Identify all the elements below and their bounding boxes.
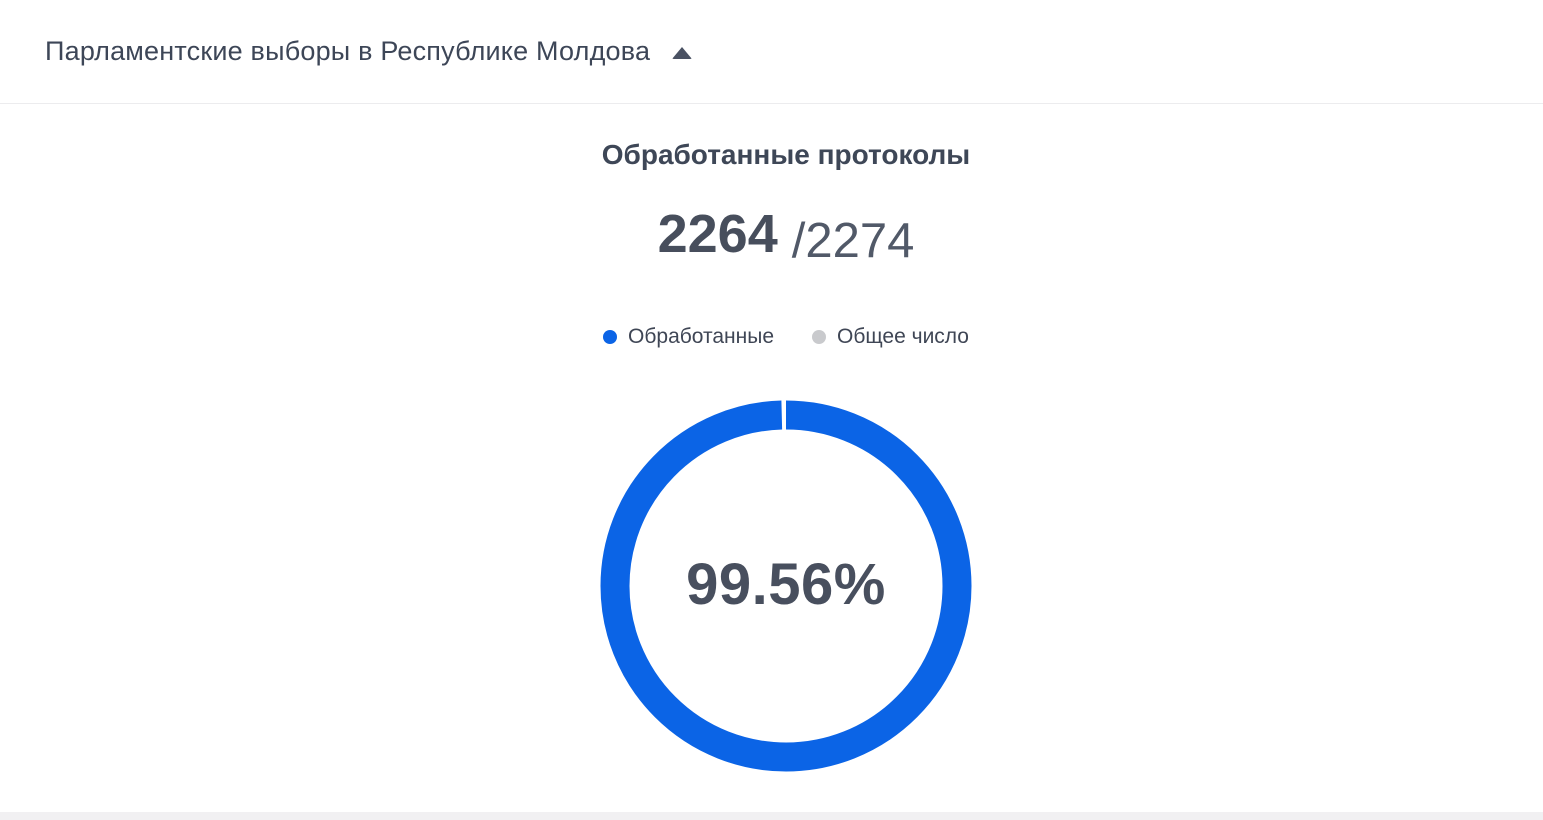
- donut-percent-label: 99.56%: [686, 552, 886, 618]
- bottom-section-strip: [0, 812, 1543, 820]
- section-header[interactable]: Парламентские выборы в Республике Молдов…: [0, 0, 1543, 104]
- processed-count: 2264: [657, 204, 778, 264]
- protocols-panel: Обработанные протоколы 2264/2274 Обработ…: [0, 138, 1543, 776]
- legend-label-total: Общее число: [837, 325, 969, 348]
- donut-svg: [600, 400, 972, 772]
- collapse-triangle-up-icon[interactable]: [672, 46, 693, 59]
- donut-chart: 99.56%: [596, 396, 976, 776]
- legend-dot-processed-icon: [603, 330, 618, 344]
- legend-item-processed[interactable]: Обработанные: [603, 324, 774, 350]
- total-count: /2274: [791, 214, 915, 268]
- protocol-counts: 2264/2274: [29, 204, 1543, 278]
- section-title: Парламентские выборы в Республике Молдов…: [45, 36, 651, 66]
- legend-item-total[interactable]: Общее число: [812, 324, 969, 350]
- chart-legend: Обработанные Общее число: [29, 324, 1543, 350]
- donut-progress-ring: [600, 400, 972, 772]
- panel-title: Обработанные протоколы: [601, 139, 971, 170]
- legend-label-processed: Обработанные: [628, 325, 775, 348]
- legend-dot-total-icon: [812, 330, 827, 344]
